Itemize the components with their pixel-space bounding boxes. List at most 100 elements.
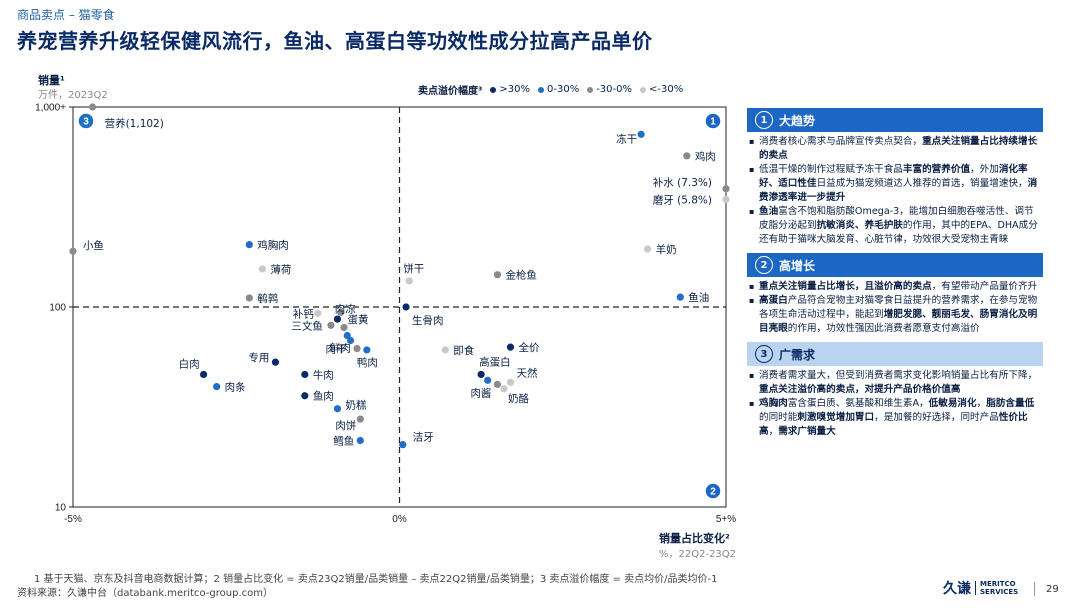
data-point xyxy=(402,303,410,311)
data-point xyxy=(333,315,342,323)
legend-label: -30-0% xyxy=(596,84,633,95)
data-point-label: 蛋黄 xyxy=(347,313,368,326)
legend-label: 0-30% xyxy=(547,84,580,95)
data-point-label: 天然 xyxy=(517,366,538,379)
x-axis-label: 销量占比变化² xyxy=(659,532,730,545)
data-point-label: 三文鱼 xyxy=(291,319,323,332)
legend-item: -30-0% xyxy=(587,84,632,95)
data-point xyxy=(340,323,348,332)
data-point xyxy=(353,344,361,353)
legend-item: 0-30% xyxy=(538,84,579,95)
data-point-label: 鹌鹑 xyxy=(257,292,278,305)
data-point xyxy=(333,405,342,413)
bullet-text: 低温干燥的制作过程赋予冻干食品 xyxy=(759,164,903,175)
data-point-label: 肉冻 xyxy=(335,302,356,315)
data-point-label: 奶糕 xyxy=(345,399,366,412)
data-point xyxy=(500,385,508,393)
section-number: 2 xyxy=(755,256,773,274)
chart-legend: 卖点溢价幅度³ >30% 0-30% -30-0% <-30% xyxy=(418,82,683,97)
footnote: 1 基于天猫、京东及抖音电商数据计算；2 销量占比变化 = 卖点23Q2销量/品… xyxy=(34,574,718,585)
bullet-text: 的作用，功效性强因此消费者愿意支付高溢价 xyxy=(787,323,980,334)
bullet-text: 重点关注销量占比持续增长的卖点 xyxy=(759,136,1038,161)
data-point-label: 饼干 xyxy=(403,262,424,275)
data-point-label: 磨牙 (5.8%) xyxy=(653,194,712,206)
bullet-text: 鱼油 xyxy=(759,206,779,217)
bullet-text: 的同时能 xyxy=(759,412,798,423)
section-bullets: 消费者需求量大，但受到消费者需求变化影响销量占比有所下降， 重点关注溢价高的卖点，… xyxy=(747,369,1043,439)
bullet-text: 丰富的营养价值 xyxy=(902,164,971,175)
logo-sub2: SERVICES xyxy=(980,588,1019,596)
data-point-label: 补水 (7.3%) xyxy=(653,176,712,189)
data-point xyxy=(363,346,371,354)
company-logo: 久谦 MERITCO SERVICES xyxy=(943,578,1018,598)
legend-title: 卖点溢价幅度³ xyxy=(418,86,483,97)
section-header: 1 大趋势 xyxy=(747,108,1043,132)
data-point xyxy=(493,380,502,389)
data-point-label: 金枪鱼 xyxy=(505,269,537,282)
data-point xyxy=(683,152,691,160)
data-point-label: 冻干 xyxy=(616,132,637,145)
data-point xyxy=(301,392,309,400)
section-header: 2 高增长 xyxy=(747,253,1043,277)
page-number: 29 xyxy=(1046,584,1059,595)
data-point-label: 生骨肉 xyxy=(412,314,444,327)
logo-sub: MERITCO SERVICES xyxy=(980,580,1018,596)
data-point xyxy=(506,343,515,351)
bullet-text: 富含蛋白质、氨基酸和维生素A， xyxy=(787,398,929,409)
bullet-text: 重点关注溢价高的卖点，对提升产品价格价值高 xyxy=(759,384,961,395)
data-point xyxy=(337,308,345,316)
data-point xyxy=(506,378,515,386)
data-point xyxy=(258,265,266,273)
data-point-label: 牛肉 xyxy=(313,368,334,381)
bullet-text: 消化率好、适口性佳 xyxy=(759,164,1028,189)
page-title: 养宠营养升级轻保健风流行，鱼油、高蛋白等功效性成分拉高产品单价 xyxy=(17,29,653,53)
data-point xyxy=(493,271,502,279)
logo-divider xyxy=(975,581,976,595)
data-point xyxy=(245,294,253,302)
data-point-label: 羊奶 xyxy=(656,243,677,256)
section-bullets: 消费者核心需求与品牌宣传卖点契合，重点关注销量占比持续增长的卖点低温干燥的制作过… xyxy=(747,135,1043,247)
data-point xyxy=(722,185,730,193)
data-point-label: 白肉 xyxy=(179,357,200,370)
legend-item: <-30% xyxy=(640,84,683,95)
bullet-text: 低敏易消化 xyxy=(928,398,977,409)
data-point-label: 肉条 xyxy=(225,381,246,394)
quadrant-badge xyxy=(704,482,722,500)
bullet-text: 抗敏消炎、养毛护肤 xyxy=(816,220,903,231)
page-divider xyxy=(1034,582,1035,596)
source-note: 资料来源：久谦中台（databank.meritco-group.com） xyxy=(17,588,274,599)
y-tick-label: 10 xyxy=(55,503,67,514)
bullet-text: 日益成为猫宠频道达人推荐的首选，销量增速快， xyxy=(816,178,1028,189)
legend-dot xyxy=(490,86,497,93)
section-bullets: 重点关注销量占比增长，且溢价高的卖点，有望带动产品量价齐升高蛋白产品符合宠物主对… xyxy=(747,280,1043,336)
data-point-label: 鳕鱼 xyxy=(333,435,354,448)
data-point xyxy=(637,130,645,138)
bullet-text: 需求广销量大 xyxy=(778,426,836,437)
data-point-label: 营养(1,102) xyxy=(105,117,164,130)
data-point-label: 全价 xyxy=(519,341,540,354)
section-title: 高增长 xyxy=(779,258,816,273)
data-point-label: 鸡胸肉 xyxy=(257,239,289,252)
data-point xyxy=(213,382,221,391)
bullet-text: 消费者核心需求与品牌宣传卖点契合， xyxy=(759,136,923,147)
bullet-text: 消费者需求量大，但受到消费者需求变化影响销量占比有所下降， xyxy=(759,370,1038,381)
bullet-item: 消费者核心需求与品牌宣传卖点契合，重点关注销量占比持续增长的卖点 xyxy=(747,135,1043,163)
data-point xyxy=(271,358,280,366)
data-point-label: 高蛋白 xyxy=(479,355,511,368)
legend-dot xyxy=(538,86,544,93)
logo-sub1: MERITCO xyxy=(980,580,1016,588)
x-axis-unit: %，22Q2-23Q2 xyxy=(659,549,737,560)
x-tick-label: 0% xyxy=(392,514,407,525)
section-number: 1 xyxy=(755,111,773,129)
data-point xyxy=(484,376,492,384)
bullet-item: 高蛋白产品符合宠物主对猫零食日益提升的营养需求，在参与宠物各项生命活动过程中，能… xyxy=(747,294,1043,336)
logo-main: 久谦 xyxy=(943,581,971,597)
y-tick-label: 1,000+ xyxy=(35,103,66,114)
data-point xyxy=(722,195,730,204)
breadcrumb: 商品卖点 – 猫零食 xyxy=(17,8,115,22)
data-point xyxy=(314,309,322,317)
section-title: 广需求 xyxy=(779,347,816,362)
data-point xyxy=(405,277,413,285)
bullet-text: ， xyxy=(976,398,987,409)
